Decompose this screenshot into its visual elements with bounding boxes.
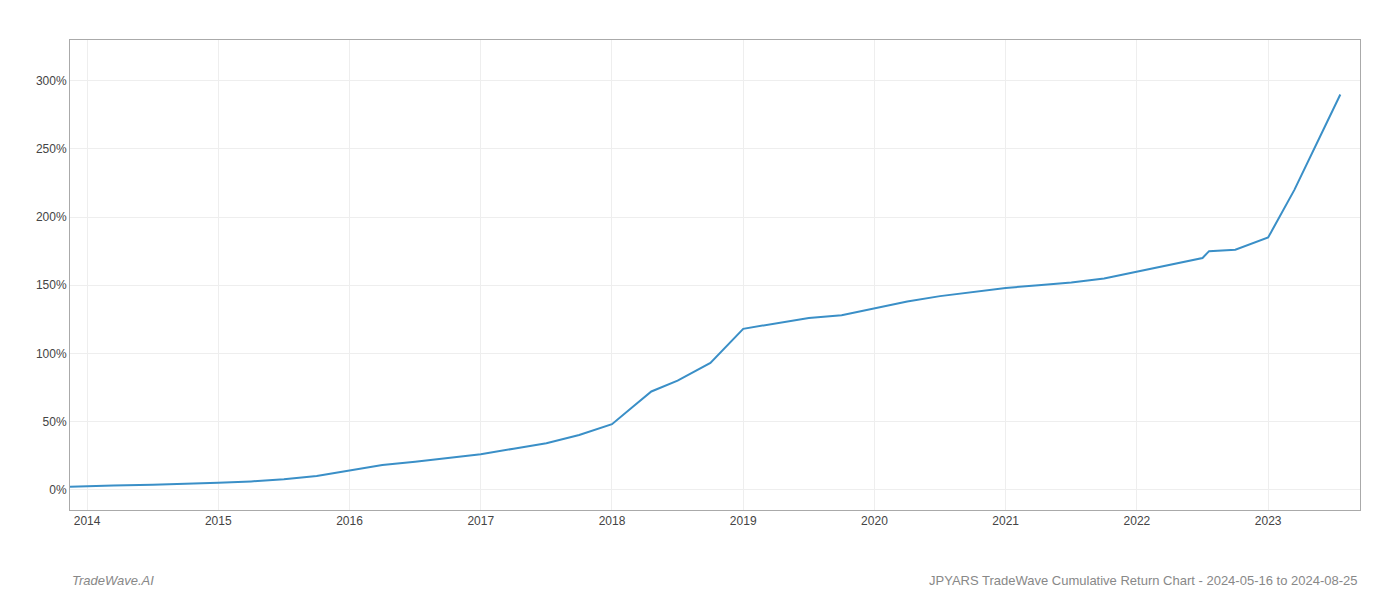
svg-text:200%: 200% xyxy=(36,210,67,224)
svg-text:50%: 50% xyxy=(43,415,67,429)
svg-text:2014: 2014 xyxy=(74,514,101,528)
svg-text:2016: 2016 xyxy=(336,514,363,528)
svg-text:2021: 2021 xyxy=(992,514,1019,528)
svg-text:0%: 0% xyxy=(49,483,67,497)
svg-text:300%: 300% xyxy=(36,74,67,88)
svg-text:JPYARS TradeWave Cumulative Re: JPYARS TradeWave Cumulative Return Chart… xyxy=(929,573,1358,588)
svg-text:2019: 2019 xyxy=(730,514,757,528)
svg-text:TradeWave.AI: TradeWave.AI xyxy=(72,573,154,588)
svg-text:150%: 150% xyxy=(36,278,67,292)
svg-text:2017: 2017 xyxy=(467,514,494,528)
svg-text:2015: 2015 xyxy=(205,514,232,528)
svg-text:100%: 100% xyxy=(36,347,67,361)
svg-text:2018: 2018 xyxy=(599,514,626,528)
svg-text:250%: 250% xyxy=(36,142,67,156)
svg-text:2023: 2023 xyxy=(1255,514,1282,528)
svg-text:2022: 2022 xyxy=(1124,514,1151,528)
svg-text:2020: 2020 xyxy=(861,514,888,528)
